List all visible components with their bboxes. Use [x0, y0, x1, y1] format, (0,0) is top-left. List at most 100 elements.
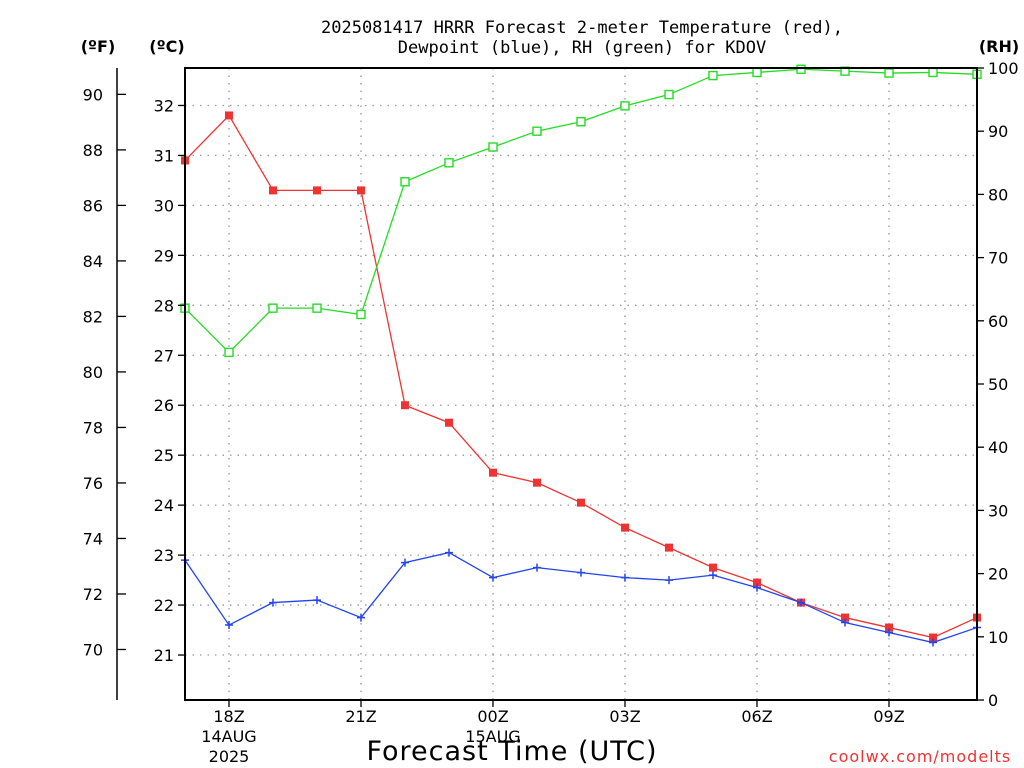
dewpoint-point — [753, 583, 761, 592]
rh-point — [444, 158, 454, 168]
x-tick-sublabel: 15AUG — [465, 727, 520, 746]
dewpoint-point — [445, 548, 453, 557]
chart-title-line2: Dewpoint (blue), RH (green) for KDOV — [398, 38, 766, 58]
rh-point — [532, 126, 542, 136]
rh-point — [752, 67, 762, 78]
rh-point — [576, 117, 586, 127]
temperature-point — [225, 111, 233, 120]
temperature-point — [269, 186, 277, 195]
plot-frame — [184, 67, 978, 701]
celsius-tick-label: 26 — [154, 396, 174, 415]
fahrenheit-tick-label: 72 — [83, 585, 103, 604]
rh-point — [312, 303, 322, 313]
fahrenheit-tick-label: 70 — [83, 640, 103, 659]
rh-tick-label: 40 — [988, 438, 1008, 457]
rh-tick-label: 50 — [988, 375, 1008, 394]
x-tick-sublabel: 2025 — [209, 747, 250, 766]
dewpoint-point — [313, 596, 321, 605]
dewpoint-point — [269, 598, 277, 607]
celsius-tick-label: 21 — [154, 646, 174, 665]
celsius-tick-label: 22 — [154, 596, 174, 615]
fahrenheit-tick-label: 90 — [83, 85, 103, 104]
rh-tick-label: 10 — [988, 628, 1008, 647]
celsius-tick-label: 27 — [154, 346, 174, 365]
fahrenheit-tick-label: 84 — [83, 252, 103, 271]
rh-tick-label: 20 — [988, 565, 1008, 584]
dewpoint-point — [665, 576, 673, 585]
x-tick-label: 06Z — [741, 707, 772, 726]
x-tick-sublabel: 14AUG — [201, 727, 256, 746]
series-layer — [180, 64, 982, 647]
rh-tick-label: 100 — [988, 59, 1019, 78]
credit-label: coolwx.com/modelts — [829, 747, 1011, 766]
temperature-point — [665, 543, 673, 552]
dewpoint-point — [225, 621, 233, 630]
dewpoint-point — [929, 638, 937, 647]
rh-point — [884, 68, 894, 78]
rh-tick-label: 80 — [988, 185, 1008, 204]
temperature-point — [885, 623, 893, 632]
fahrenheit-unit-label: (ºF) — [81, 37, 116, 56]
temperature-point — [929, 633, 937, 642]
x-tick-label: 18Z — [213, 707, 244, 726]
celsius-tick-label: 31 — [154, 146, 174, 165]
temperature-series-line — [184, 114, 978, 639]
rh-series-line — [184, 68, 978, 354]
rh-tick-label: 60 — [988, 312, 1008, 331]
rh-unit-label: (RH) — [979, 37, 1019, 56]
rh-tick-label: 0 — [988, 691, 998, 710]
rh-point — [268, 303, 278, 313]
celsius-tick-label: 30 — [154, 196, 174, 215]
rh-point — [928, 67, 938, 78]
rh-tick-label: 90 — [988, 122, 1008, 141]
temperature-point — [357, 186, 365, 195]
fahrenheit-tick-label: 86 — [83, 196, 103, 215]
rh-point — [488, 142, 498, 152]
rh-tick-label: 30 — [988, 501, 1008, 520]
x-axis-label: Forecast Time (UTC) — [366, 736, 657, 767]
x-tick-label: 21Z — [345, 707, 376, 726]
celsius-tick-label: 24 — [154, 496, 174, 515]
dewpoint-point — [709, 571, 717, 580]
celsius-unit-label: (ºC) — [149, 37, 184, 56]
dewpoint-point — [401, 558, 409, 567]
axis-layer: 21 22 23 24 25 26 27 28 29 30 31 32 70 72 74 76 78 80 82 84… — [83, 59, 1019, 766]
fahrenheit-tick-label: 80 — [83, 363, 103, 382]
rh-point — [796, 64, 806, 74]
dewpoint-point — [841, 618, 849, 627]
temperature-point — [753, 578, 761, 587]
dewpoint-point — [577, 568, 585, 577]
celsius-tick-label: 25 — [154, 446, 174, 465]
temperature-point — [313, 186, 321, 195]
temperature-point — [577, 498, 585, 507]
fahrenheit-tick-label: 76 — [83, 474, 103, 493]
rh-point — [356, 309, 366, 320]
dewpoint-point — [621, 573, 629, 582]
x-tick-label: 00Z — [477, 707, 508, 726]
rh-point — [224, 347, 234, 358]
chart-title-line1: 2025081417 HRRR Forecast 2-meter Tempera… — [321, 18, 843, 38]
x-tick-label: 03Z — [609, 707, 640, 726]
temperature-point — [709, 563, 717, 572]
fahrenheit-tick-label: 74 — [83, 529, 103, 548]
dewpoint-point — [489, 573, 497, 582]
rh-point — [664, 89, 674, 100]
dewpoint-point — [797, 598, 805, 607]
temperature-point — [841, 613, 849, 622]
dewpoint-point — [533, 563, 541, 572]
dewpoint-point — [885, 628, 893, 637]
grid-lines — [185, 68, 977, 700]
rh-point — [620, 101, 630, 111]
x-tick-label: 09Z — [873, 707, 904, 726]
fahrenheit-tick-label: 78 — [83, 418, 103, 437]
fahrenheit-tick-label: 82 — [83, 307, 103, 326]
temperature-point — [533, 478, 541, 487]
dewpoint-point — [357, 613, 365, 622]
temperature-point — [445, 418, 453, 427]
rh-point — [708, 70, 718, 81]
celsius-tick-label: 32 — [154, 96, 174, 115]
dewpoint-series-line — [184, 551, 978, 644]
celsius-tick-label: 29 — [154, 246, 174, 265]
temperature-point — [621, 523, 629, 532]
